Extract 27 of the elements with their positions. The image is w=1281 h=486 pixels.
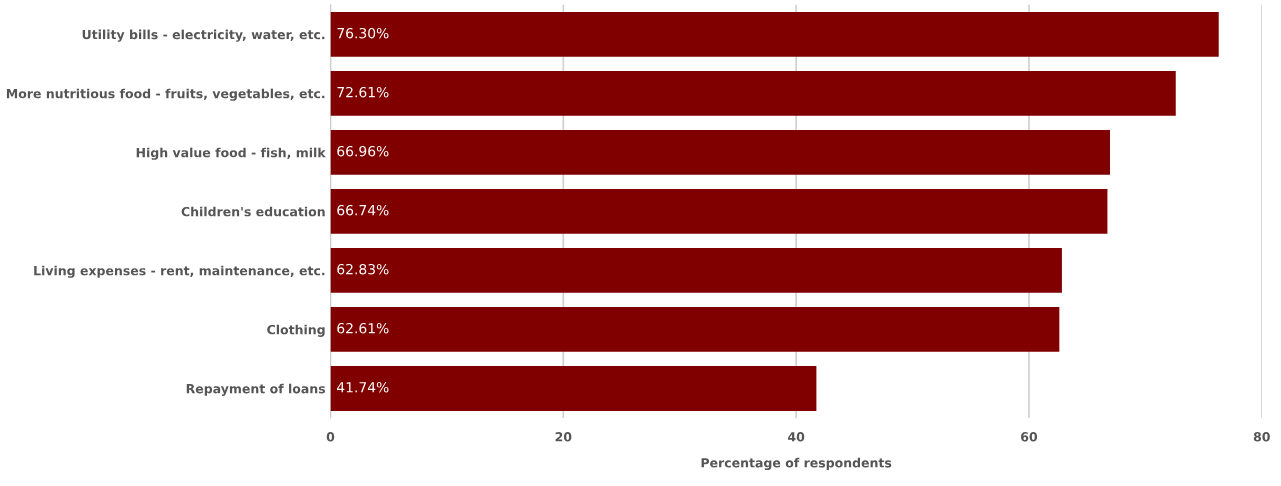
x-tick-label: 0 [326, 432, 335, 442]
bar [330, 129, 1110, 175]
y-tick-label: Utility bills - electricity, water, etc. [82, 29, 325, 42]
bar [330, 307, 1060, 352]
bar [330, 366, 817, 411]
y-tick-label: Repayment of loans [186, 383, 326, 396]
data-label: 66.96% [337, 145, 389, 157]
y-tick-label: Clothing [267, 324, 325, 337]
x-tick-label: 80 [1253, 432, 1270, 442]
bar [330, 11, 1219, 57]
data-label: 62.61% [337, 322, 389, 334]
bar [330, 248, 1062, 293]
data-label: 41.74% [337, 381, 389, 393]
x-axis-title: Percentage of respondents [701, 457, 892, 471]
data-label: 66.74% [337, 204, 389, 216]
x-tick-label: 60 [1021, 432, 1038, 442]
data-label: 62.83% [337, 263, 389, 275]
y-tick-label: High value food - fish, milk [136, 147, 326, 160]
x-tick-label: 40 [788, 432, 805, 442]
x-tick-label: 20 [555, 432, 572, 442]
data-label: 76.30% [337, 27, 389, 39]
bar [330, 188, 1108, 234]
data-label: 72.61% [337, 86, 389, 98]
y-tick-label: Living expenses - rent, maintenance, etc. [34, 265, 325, 278]
y-tick-label: Children's education [181, 206, 325, 217]
y-tick-label: More nutritious food - fruits, vegetables, etc. [6, 88, 325, 101]
bar [330, 70, 1176, 116]
